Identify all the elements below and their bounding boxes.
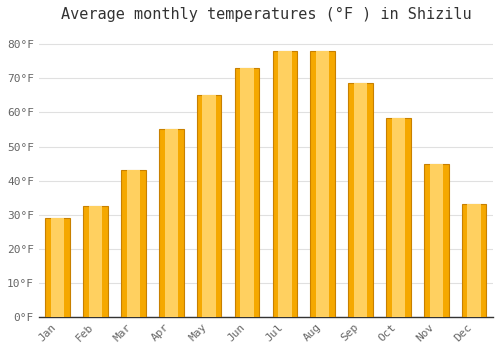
Title: Average monthly temperatures (°F ) in Shizilu: Average monthly temperatures (°F ) in Sh… — [60, 7, 471, 22]
Bar — [159, 130, 184, 317]
Bar — [468, 204, 481, 317]
Bar — [197, 96, 222, 317]
Bar — [272, 51, 297, 317]
Bar — [278, 51, 291, 317]
Bar — [234, 68, 260, 317]
Bar — [84, 206, 108, 317]
Bar — [392, 118, 405, 317]
Bar — [89, 206, 102, 317]
Bar — [46, 218, 70, 317]
Bar — [354, 84, 368, 317]
Bar — [164, 130, 178, 317]
Bar — [202, 96, 216, 317]
Bar — [462, 204, 486, 317]
Bar — [430, 163, 443, 317]
Bar — [240, 68, 254, 317]
Bar — [348, 84, 373, 317]
Bar — [424, 163, 448, 317]
Bar — [126, 170, 140, 317]
Bar — [121, 170, 146, 317]
Bar — [310, 51, 335, 317]
Bar — [316, 51, 330, 317]
Bar — [386, 118, 410, 317]
Bar — [51, 218, 64, 317]
